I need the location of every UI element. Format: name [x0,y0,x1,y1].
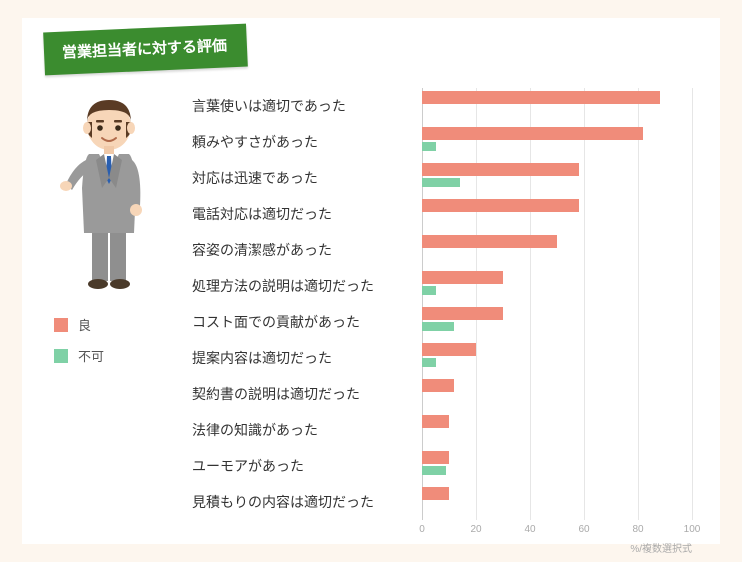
bar-row [422,412,692,448]
legend-label-bad: 不可 [78,346,104,365]
category-label: 対応は迅速であった [192,160,412,196]
content-area: 良 不可 言葉使いは適切であった頼みやすさがあった対応は迅速であった電話対応は適… [22,78,720,544]
bar-row [422,160,692,196]
legend-label-good: 良 [78,315,91,334]
bar-row [422,304,692,340]
x-tick-label: 20 [470,524,481,535]
category-label: 頼みやすさがあった [192,124,412,160]
axis-note: %/複数選択式 [630,540,692,555]
card: 営業担当者に対する評価 [22,18,720,544]
x-tick-label: 80 [632,524,643,535]
bar-good [422,343,476,356]
bar-bad [422,142,436,151]
bar-good [422,91,660,104]
bar-good [422,163,579,176]
bar-row [422,124,692,160]
bar-bad [422,322,454,331]
salesman-illustration [54,88,164,298]
category-label: 処理方法の説明は適切だった [192,268,412,304]
bar-good [422,127,643,140]
bar-good [422,415,449,428]
bar-row [422,196,692,232]
category-label: 提案内容は適切だった [192,340,412,376]
legend-swatch-good [54,318,68,332]
bar-row [422,232,692,268]
x-tick-label: 100 [684,524,701,535]
category-label: 容姿の清潔感があった [192,232,412,268]
page-background: 営業担当者に対する評価 [0,0,742,562]
section-title-ribbon: 営業担当者に対する評価 [43,24,248,76]
section-title: 営業担当者に対する評価 [62,37,228,61]
bar-good [422,199,579,212]
category-label: 言葉使いは適切であった [192,88,412,124]
bar-good [422,235,557,248]
category-label: コスト面での貢献があった [192,304,412,340]
bar-good [422,379,454,392]
legend-item-good: 良 [54,315,174,334]
bar-row [422,448,692,484]
category-label: 見積もりの内容は適切だった [192,484,412,520]
chart-plot-area: 020406080100%/複数選択式 [422,88,692,560]
legend-item-bad: 不可 [54,346,174,365]
category-label: 契約書の説明は適切だった [192,376,412,412]
x-tick-label: 60 [578,524,589,535]
left-column: 良 不可 [54,88,174,377]
bar-row [422,484,692,520]
bar-bad [422,286,436,295]
bar-row [422,376,692,412]
bar-good [422,307,503,320]
bar-good [422,271,503,284]
legend-swatch-bad [54,349,68,363]
x-tick-label: 0 [419,524,425,535]
category-label: ユーモアがあった [192,448,412,484]
category-label: 法律の知識があった [192,412,412,448]
bar-chart: 020406080100%/複数選択式 [422,88,692,560]
bar-bad [422,466,446,475]
bar-bad [422,358,436,367]
bar-bad [422,178,460,187]
bar-row [422,340,692,376]
bar-good [422,487,449,500]
gridline [692,88,693,520]
legend: 良 不可 [54,315,174,365]
x-tick-label: 40 [524,524,535,535]
bar-row [422,88,692,124]
bar-row [422,268,692,304]
bar-good [422,451,449,464]
category-label: 電話対応は適切だった [192,196,412,232]
category-labels: 言葉使いは適切であった頼みやすさがあった対応は迅速であった電話対応は適切だった容… [192,88,412,520]
